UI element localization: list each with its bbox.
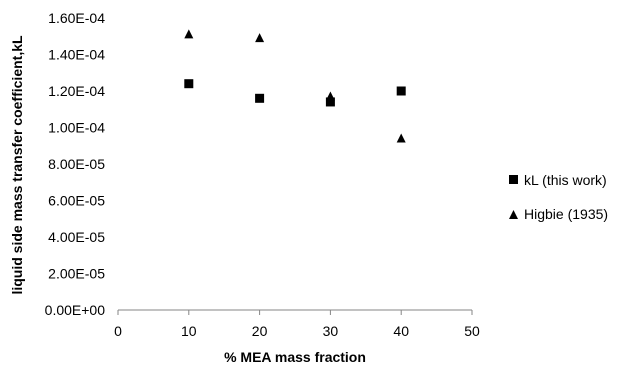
x-axis-title: % MEA mass fraction xyxy=(224,349,366,365)
y-axis-title: liquid side mass transfer coefficient,kL xyxy=(9,35,25,295)
y-tick-label: 1.00E-04 xyxy=(48,120,105,136)
x-tick-label: 30 xyxy=(323,323,339,339)
y-tick-label: 1.20E-04 xyxy=(48,83,105,99)
x-axis-tick-marks xyxy=(117,310,473,315)
point-higbie-1935 xyxy=(325,91,335,101)
x-tick-label: 10 xyxy=(181,323,197,339)
y-tick-label: 1.40E-04 xyxy=(48,47,105,63)
y-tick-label: 8.00E-05 xyxy=(48,156,105,172)
x-axis-tick-labels: 0 10 20 30 40 50 xyxy=(114,323,480,339)
legend-marker-kl-this-work xyxy=(509,175,518,184)
y-tick-label: 0.00E+00 xyxy=(45,302,106,318)
y-axis-tick-labels: 0.00E+00 2.00E-05 4.00E-05 6.00E-05 8.00E-05… xyxy=(45,10,106,318)
y-tick-label: 1.60E-04 xyxy=(48,10,105,26)
point-higbie-1935 xyxy=(184,29,194,39)
y-tick-label: 4.00E-05 xyxy=(48,229,105,245)
legend-label-higbie-1935: Higbie (1935) xyxy=(524,206,608,222)
y-tick-label: 2.00E-05 xyxy=(48,266,105,282)
point-kl-this-work xyxy=(325,97,335,107)
x-tick-label: 0 xyxy=(114,323,122,339)
point-kl-this-work xyxy=(396,86,406,96)
legend-marker-higbie-1935 xyxy=(509,210,518,219)
data-points xyxy=(184,29,406,143)
x-tick-label: 40 xyxy=(393,323,409,339)
legend: kL (this work) Higbie (1935) xyxy=(509,172,608,222)
point-higbie-1935 xyxy=(396,133,406,143)
point-kl-this-work xyxy=(184,79,194,89)
x-tick-label: 20 xyxy=(252,323,268,339)
point-higbie-1935 xyxy=(255,33,265,43)
point-kl-this-work xyxy=(255,93,265,103)
x-tick-label: 50 xyxy=(464,323,480,339)
y-tick-label: 6.00E-05 xyxy=(48,193,105,209)
legend-label-kl-this-work: kL (this work) xyxy=(524,172,607,188)
